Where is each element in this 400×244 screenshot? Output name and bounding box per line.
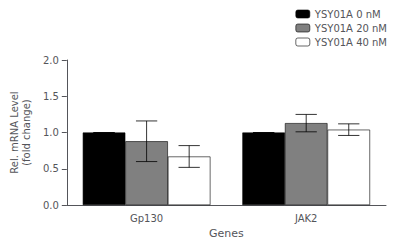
svg-text:0.0: 0.0 (43, 200, 59, 211)
svg-text:1.0: 1.0 (43, 127, 59, 138)
svg-text:1.5: 1.5 (43, 91, 59, 102)
svg-text:YSY01A 0 nM: YSY01A 0 nM (314, 9, 381, 20)
svg-text:(fold change): (fold change) (21, 99, 32, 166)
svg-text:JAK2: JAK2 (294, 213, 318, 224)
svg-text:0.5: 0.5 (43, 163, 59, 174)
svg-text:YSY01A 40 nM: YSY01A 40 nM (314, 37, 387, 48)
svg-text:Genes: Genes (209, 227, 244, 240)
svg-text:YSY01A 20 nM: YSY01A 20 nM (314, 23, 387, 34)
svg-text:2.0: 2.0 (43, 55, 59, 66)
svg-text:Rel. mRNA Level: Rel. mRNA Level (9, 91, 20, 173)
svg-text:Gp130: Gp130 (130, 213, 163, 224)
